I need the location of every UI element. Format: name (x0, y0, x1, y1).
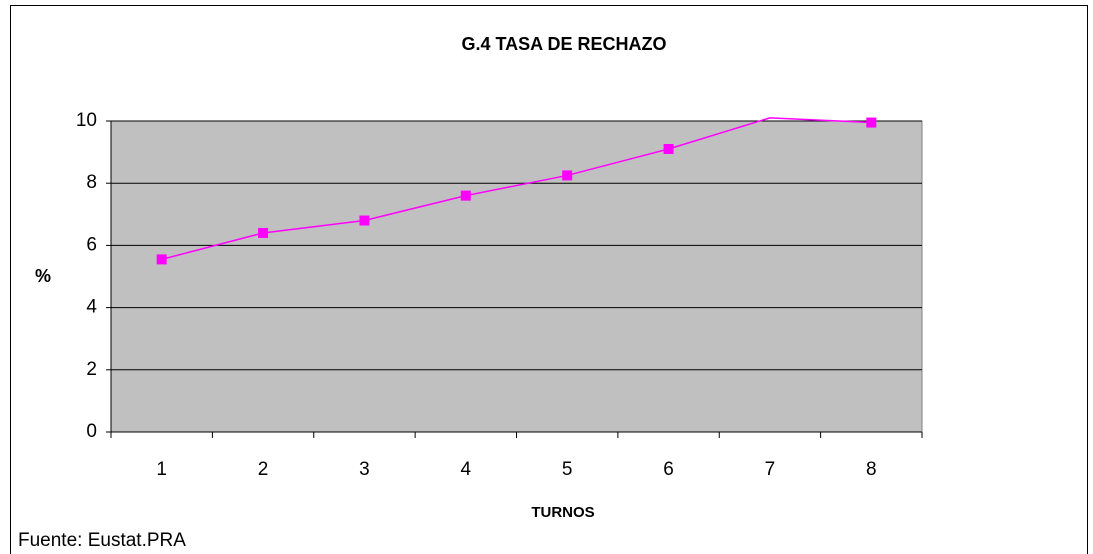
chart-title: G.4 TASA DE RECHAZO (461, 34, 666, 54)
y-tick-label: 4 (86, 297, 97, 318)
y-tick-label: 0 (86, 421, 97, 442)
x-tick-label: 1 (156, 459, 167, 480)
data-marker (359, 215, 370, 226)
y-tick-label: 6 (86, 234, 97, 255)
source-note: Fuente: Eustat.PRA (18, 530, 186, 551)
data-marker (562, 170, 573, 181)
y-tick-label: 10 (76, 110, 97, 131)
x-tick-label: 2 (258, 459, 269, 480)
x-tick-label: 7 (765, 459, 776, 480)
x-tick-label: 6 (663, 459, 674, 480)
x-tick-label: 4 (461, 459, 472, 480)
data-marker (156, 254, 167, 265)
plot-area (110, 120, 923, 433)
x-tick-label: 5 (562, 459, 573, 480)
data-marker (663, 143, 674, 154)
x-tick-label: 3 (359, 459, 370, 480)
data-marker (460, 190, 471, 201)
y-tick-label: 2 (86, 359, 97, 380)
y-tick-label: 8 (86, 172, 97, 193)
x-axis-label: TURNOS (531, 504, 594, 521)
data-marker (866, 117, 877, 128)
y-axis-label: % (35, 266, 51, 286)
data-line (161, 117, 872, 261)
data-marker (258, 227, 269, 238)
x-tick-label: 8 (866, 459, 877, 480)
